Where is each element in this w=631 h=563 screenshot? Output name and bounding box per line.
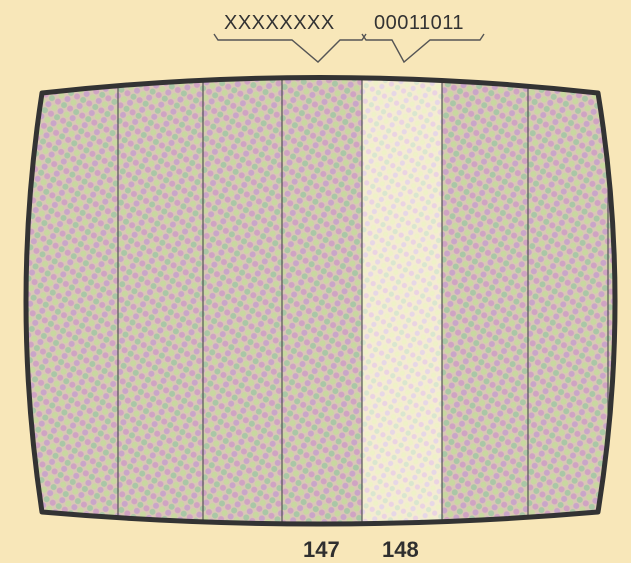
highlight-column [362,77,442,524]
left-byte-label: XXXXXXXX [224,12,335,34]
screen-frame [23,75,618,527]
left-brace [213,33,367,63]
right-brace [361,33,485,64]
right-byte-label: 00011011 [374,12,465,34]
column-label-148: 148 [382,537,419,562]
column-label-147: 147 [303,537,340,562]
screen-content [26,77,615,524]
